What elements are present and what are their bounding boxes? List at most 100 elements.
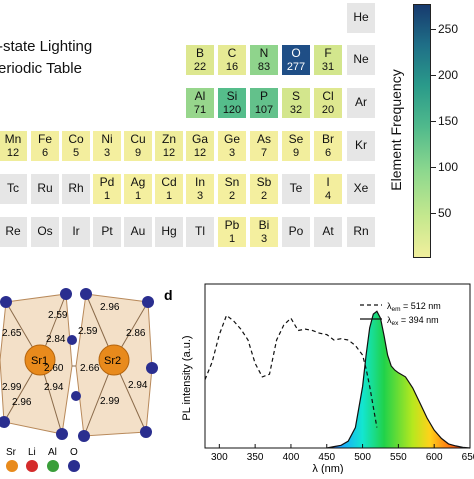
element-symbol: Ir [72,224,80,238]
element-cell-sb: Sb 2 [249,173,279,205]
element-count: 9 [292,147,300,159]
element-symbol: Tl [195,224,205,238]
element-symbol: Xe [353,181,369,195]
element-cell-b: B 22 [185,44,215,76]
element-count: 2 [228,190,236,202]
element-cell-at: At [313,216,343,248]
element-cell-he: He [346,2,376,34]
plot-frame [204,283,471,449]
x-tick-label: 500 [354,452,371,463]
x-tick-label: 350 [247,452,264,463]
element-symbol: C [227,46,237,60]
bond-length-label: 2.94 [128,380,148,391]
pl-chart-marks: 300 350 400 450 500 550 600 650 [204,283,474,463]
element-cell-f: F 31 [313,44,343,76]
element-cell-se: Se 9 [281,130,311,162]
legend-dot-sr [6,460,18,472]
element-cell-co: Co 5 [61,130,91,162]
element-symbol: Ar [355,95,367,109]
crystal-structure-drawing: Sr1 Sr2 2.65 2.59 2.84 2.60 2.99 2.94 2.… [0,288,158,472]
element-symbol: Fe [37,132,52,146]
bond-length-label: 2.66 [80,363,100,374]
bond-length-label: 2.59 [78,326,98,337]
element-symbol: Co [68,132,84,146]
element-count: 31 [321,61,335,73]
figure-title-line1: -state Lighting [0,38,93,55]
element-cell-p: P 107 [249,87,279,119]
element-symbol: As [256,132,271,146]
element-count: 7 [260,147,268,159]
element-cell-pt: Pt [92,216,122,248]
element-cell-mn: Mn 12 [0,130,28,162]
colorbar-tick-label: 50 [438,205,452,220]
element-symbol: F [324,46,332,60]
element-count: 71 [193,104,207,116]
element-symbol: Cu [130,132,146,146]
element-symbol: Sn [224,175,240,189]
element-cell-ar: Ar [346,87,376,119]
x-axis-label: λ (nm) [312,463,343,474]
element-count: 3 [196,190,204,202]
element-count: 22 [193,61,207,73]
legend-dot-al [47,460,59,472]
x-tick-label: 450 [318,452,335,463]
element-cell-kr: Kr [346,130,376,162]
element-symbol: B [195,46,204,60]
element-symbol: Ru [37,181,53,195]
element-cell-re: Re [0,216,28,248]
element-symbol: Bi [258,218,270,232]
element-symbol: Ni [101,132,113,146]
element-symbol: In [194,175,205,189]
element-symbol: Sb [256,175,272,189]
bond-length-label: 2.96 [100,302,120,313]
pl-legend: λem = 512 nm λex = 394 nm [360,301,441,327]
element-symbol: Pb [224,218,240,232]
element-cell-te: Te [281,173,311,205]
element-count: 1 [228,233,236,245]
element-cell-pb: Pb 1 [217,216,247,248]
legend-entry-excitation: λem = 512 nm [387,301,441,313]
element-cell-s: S 32 [281,87,311,119]
element-cell-ag: Ag 1 [123,173,153,205]
element-cell-si: Si 120 [217,87,247,119]
element-symbol: O [291,46,301,60]
element-symbol: Au [130,224,146,238]
legend-dot-o [68,460,80,472]
element-cell-rh: Rh [61,173,91,205]
x-tick-label: 550 [390,452,407,463]
element-count: 2 [260,190,268,202]
element-cell-tc: Tc [0,173,28,205]
x-tick-label: 400 [283,452,300,463]
element-cell-ir: Ir [61,216,91,248]
element-count: 5 [72,147,80,159]
element-cell-rn: Rn [346,216,376,248]
element-count: 83 [257,61,271,73]
legend-dot-li [26,460,38,472]
element-symbol: Re [5,224,21,238]
sr1-atom [24,344,56,376]
colorbar-title-text: Element Frequency [388,69,404,191]
element-cell-fe: Fe 6 [30,130,60,162]
element-symbol: Os [37,224,53,238]
element-count: 32 [289,104,303,116]
element-symbol: Al [194,89,206,103]
element-cell-c: C 16 [217,44,247,76]
element-symbol: P [259,89,268,103]
emission-spectrum-line [326,310,471,449]
element-cell-ne: Ne [346,44,376,76]
element-cell-cd: Cd 1 [154,173,184,205]
element-symbol: Ne [353,52,369,66]
element-symbol: Ge [223,132,240,146]
element-symbol: He [353,10,369,24]
sr1-label: Sr1 [31,355,48,367]
element-symbol: N [259,46,269,60]
element-cell-xe: Xe [346,173,376,205]
element-count: 3 [103,147,111,159]
element-symbol: I [326,175,330,189]
element-symbol: Si [226,89,238,103]
element-symbol: Zn [161,132,176,146]
colorbar-tick-label: 150 [438,113,459,128]
x-tick-label: 600 [426,452,443,463]
element-cell-al: Al 71 [185,87,215,119]
